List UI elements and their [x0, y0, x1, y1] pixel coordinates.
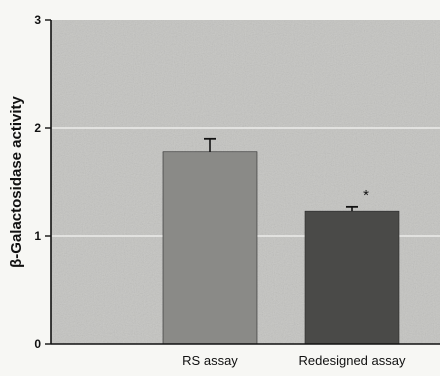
y-tick-label-1: 1 [34, 229, 41, 243]
axes [50, 20, 440, 345]
bar-0 [162, 151, 258, 345]
y-axis-label: β-Galactosidase activity [8, 95, 25, 267]
x-tick-label-1: Redesigned assay [299, 353, 406, 368]
x-tick-labels: RS assay Redesigned assay [182, 353, 406, 368]
y-ticks: 0 1 2 3 [34, 13, 51, 351]
y-tick-label-0: 0 [34, 337, 41, 351]
y-tick-label-3: 3 [34, 13, 41, 27]
x-tick-label-0: RS assay [182, 353, 238, 368]
y-tick-label-2: 2 [34, 121, 41, 135]
bars: * [162, 137, 400, 345]
bar-1 [304, 210, 400, 345]
significance-marker-1: * [363, 187, 369, 204]
